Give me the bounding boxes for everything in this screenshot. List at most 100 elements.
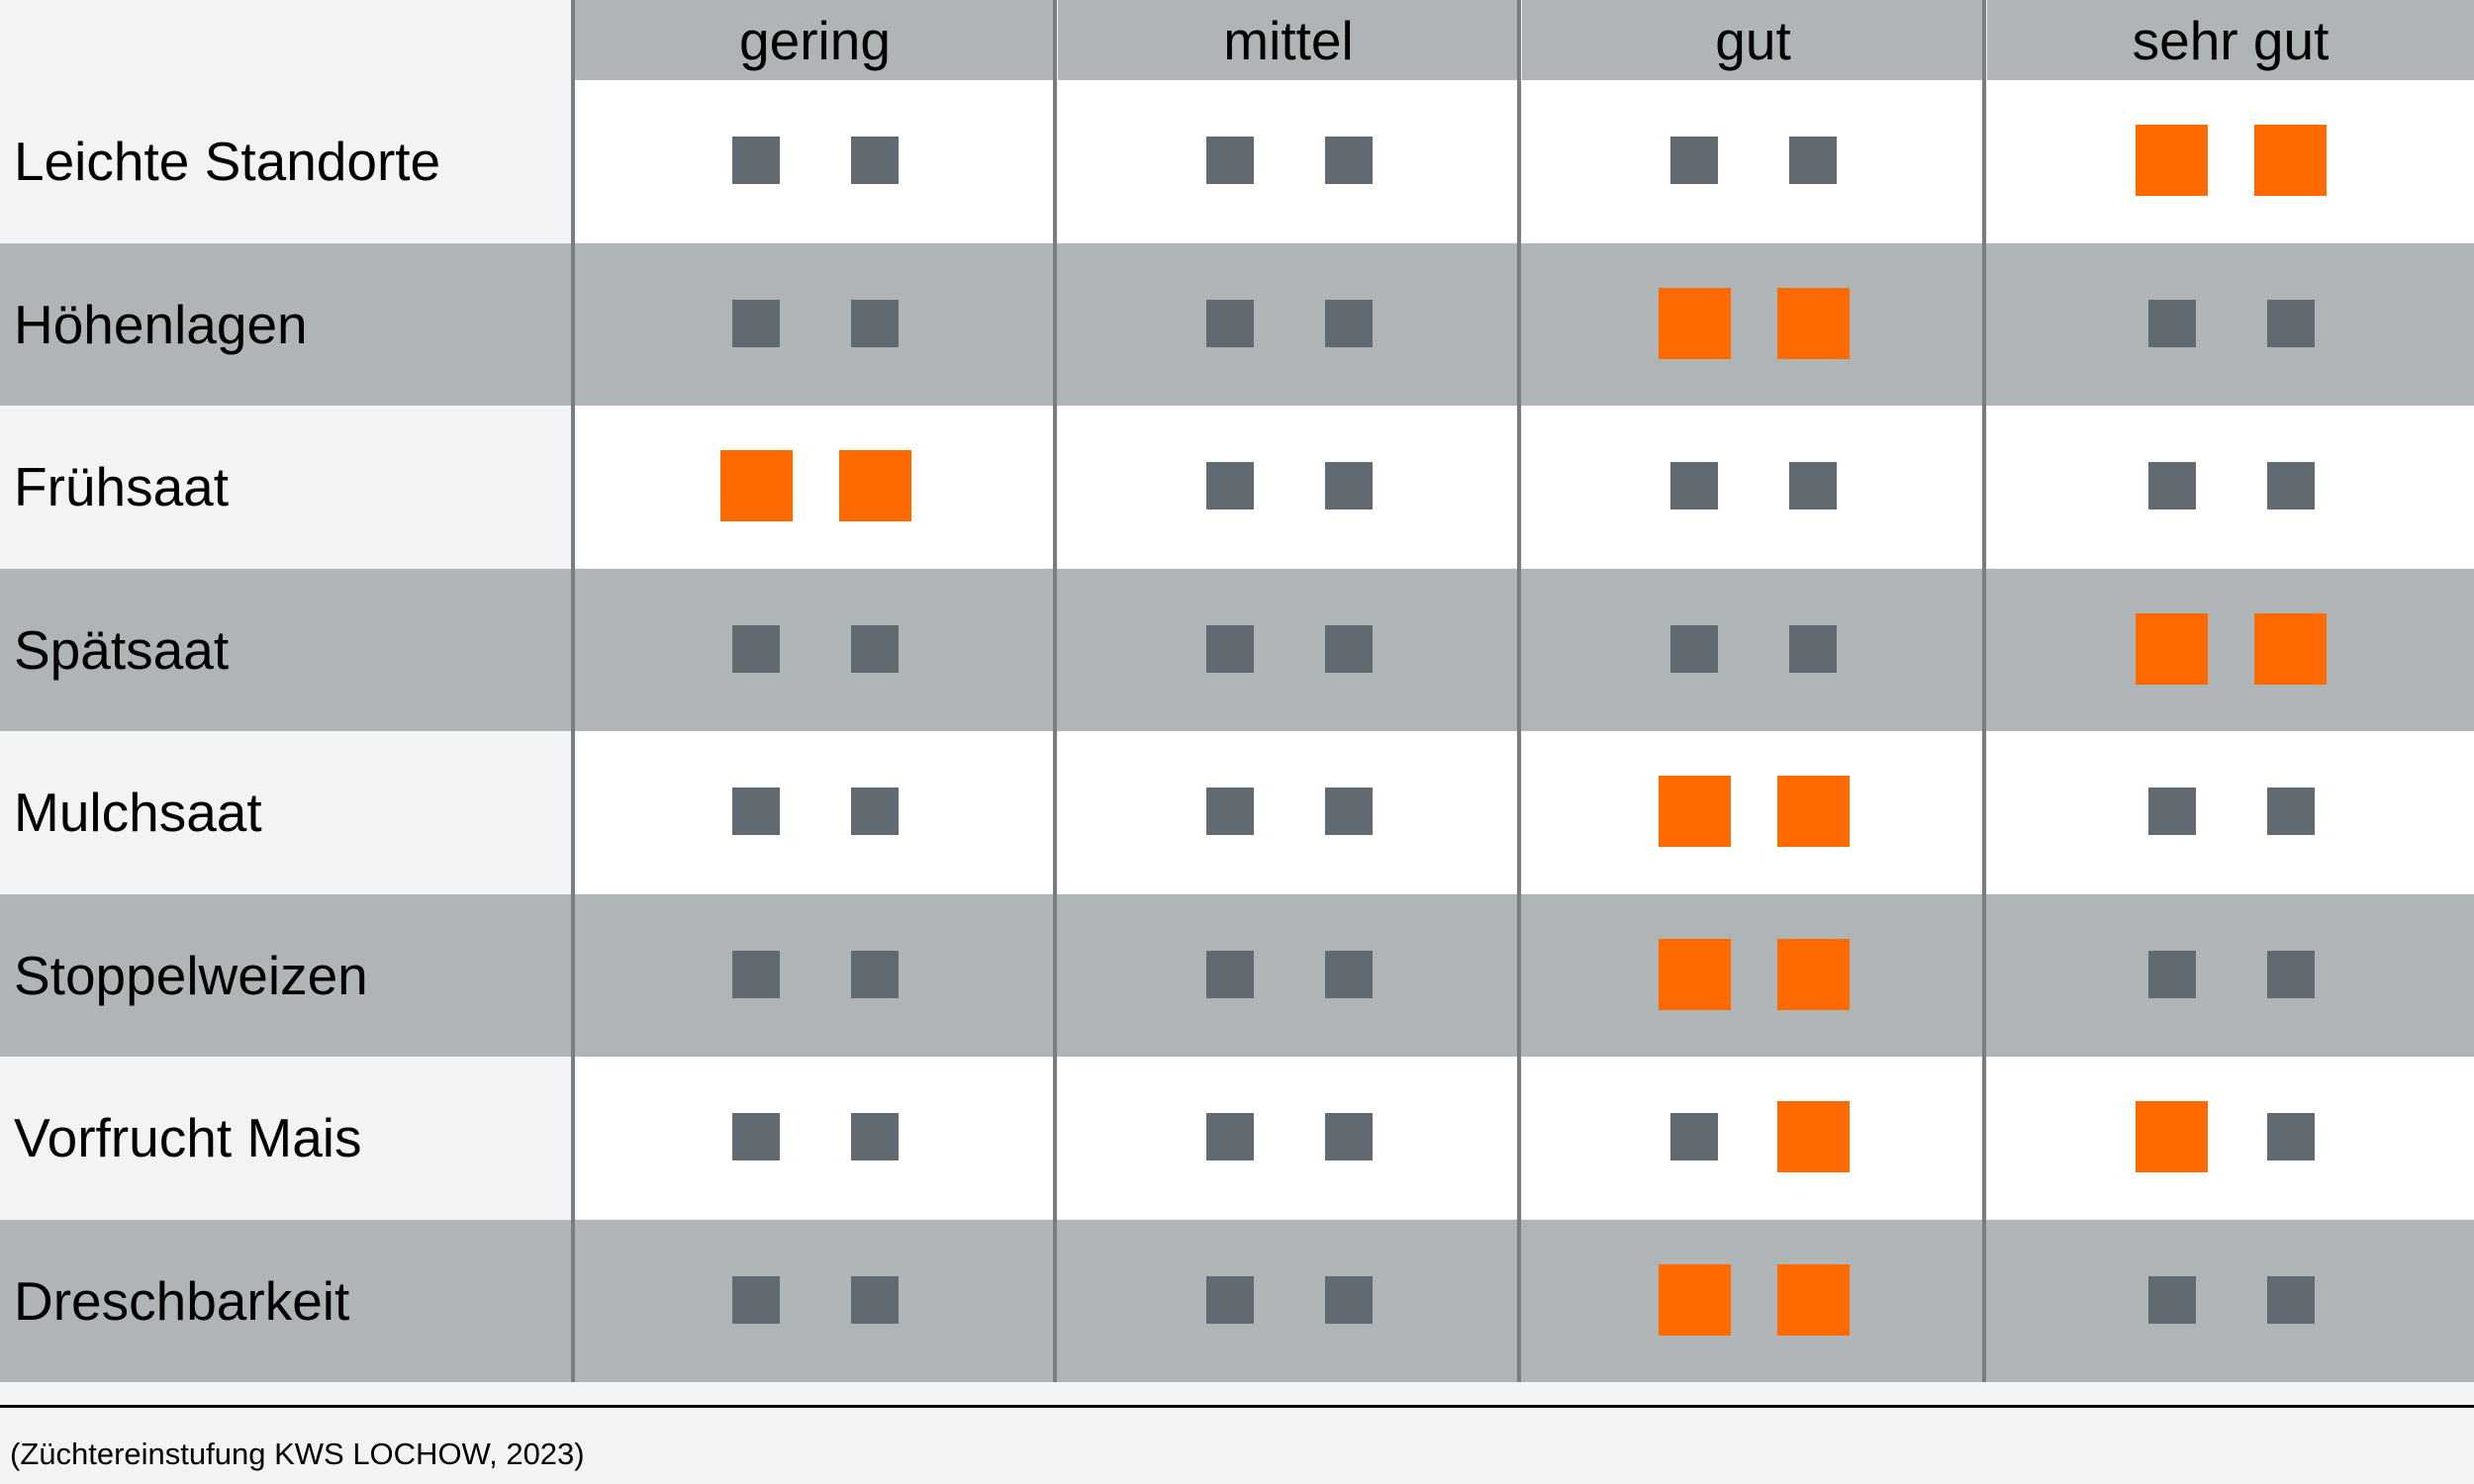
cell-background [1987,406,2474,568]
rating-mark-inactive [732,788,780,835]
cell-background [1522,406,1984,568]
rating-mark-inactive [1789,462,1837,510]
cell-background [1522,1220,1984,1382]
rating-mark-active [2136,1101,2208,1172]
row-label: Dreschbarkeit [14,1270,350,1332]
column-header: mittel [1058,0,1519,80]
rating-mark-inactive [2267,462,2315,510]
rating-mark-inactive [2267,788,2315,835]
rating-mark-active [1659,776,1731,847]
rating-mark-active [1659,288,1731,359]
column-divider [1053,0,1057,1382]
rating-mark-inactive [1325,137,1373,184]
cell-background [575,1057,1055,1219]
cell-background [575,406,1055,568]
rating-mark-active [2254,125,2327,196]
rating-mark-inactive [732,137,780,184]
rating-mark-inactive [1789,137,1837,184]
cell-background [1987,894,2474,1057]
rating-mark-inactive [1670,462,1718,510]
rating-mark-inactive [732,625,780,673]
column-divider [571,0,575,1382]
cell-background [1058,569,1519,731]
row-label: Stoppelweizen [14,945,368,1006]
cell-background [1058,731,1519,893]
rating-mark-inactive [1206,788,1254,835]
column-divider [1517,0,1521,1382]
rating-mark-inactive [2267,1113,2315,1160]
cell-background [1522,569,1984,731]
row-label: Vorfrucht Mais [14,1107,362,1168]
cell-background [1058,1220,1519,1382]
rating-mark-inactive [732,951,780,998]
cell-background [575,243,1055,406]
column-header: sehr gut [1987,0,2474,80]
rating-mark-active [1777,288,1850,359]
rating-mark-inactive [851,1276,899,1324]
rating-mark-inactive [1670,625,1718,673]
rating-mark-active [1659,939,1731,1010]
cell-background [1522,1057,1984,1219]
rating-mark-inactive [2267,951,2315,998]
rating-mark-inactive [1670,1113,1718,1160]
cell-background [1058,243,1519,406]
cell-background [1987,1057,2474,1219]
rating-mark-active [2254,613,2327,685]
rating-mark-inactive [2148,788,2196,835]
rating-mark-inactive [1789,625,1837,673]
rating-mark-inactive [2148,300,2196,347]
cell-background [1058,1057,1519,1219]
rating-mark-inactive [1206,1113,1254,1160]
table-row [0,406,2474,568]
rating-mark-inactive [851,788,899,835]
rating-mark-active [2136,613,2208,685]
rating-mark-inactive [851,137,899,184]
column-header: gering [575,0,1055,80]
column-header: gut [1522,0,1984,80]
table-row [0,80,2474,242]
rating-mark-active [1777,1264,1850,1336]
rating-mark-inactive [1325,462,1373,510]
rating-mark-inactive [732,300,780,347]
row-label: Mulchsaat [14,782,262,843]
rating-mark-inactive [1325,1113,1373,1160]
cell-background [1058,406,1519,568]
rating-mark-inactive [851,1113,899,1160]
rating-mark-inactive [2267,1276,2315,1324]
rating-mark-inactive [1325,788,1373,835]
rating-mark-inactive [1206,1276,1254,1324]
rating-mark-active [1659,1264,1731,1336]
rating-mark-inactive [1670,137,1718,184]
rating-mark-inactive [851,300,899,347]
source-note: (Züchtereinstufung KWS LOCHOW, 2023) [10,1437,585,1471]
cell-background [1058,80,1519,242]
cell-background [1522,731,1984,893]
cell-background [1987,243,2474,406]
cell-background [575,569,1055,731]
row-label: Spätsaat [14,619,230,681]
rating-mark-inactive [732,1113,780,1160]
rating-mark-inactive [851,625,899,673]
row-label: Höhenlagen [14,294,308,355]
cell-background [575,731,1055,893]
rating-mark-inactive [732,1276,780,1324]
cell-background [1987,569,2474,731]
cell-background [575,1220,1055,1382]
cell-background [1987,1220,2474,1382]
footer-rule [0,1405,2474,1408]
rating-mark-inactive [851,951,899,998]
row-label: Leichte Standorte [14,131,441,192]
rating-mark-active [1777,1101,1850,1172]
rating-mark-active [2136,125,2208,196]
cell-background [575,80,1055,242]
rating-mark-active [1777,939,1850,1010]
cell-background [1987,80,2474,242]
rating-mark-inactive [2148,951,2196,998]
rating-mark-inactive [1206,300,1254,347]
rating-table: gering mittel gut sehr gut Leichte Standorte… [0,0,2474,1382]
rating-mark-active [839,450,911,521]
rating-mark-inactive [1206,951,1254,998]
cell-background [1522,80,1984,242]
cell-background [575,894,1055,1057]
